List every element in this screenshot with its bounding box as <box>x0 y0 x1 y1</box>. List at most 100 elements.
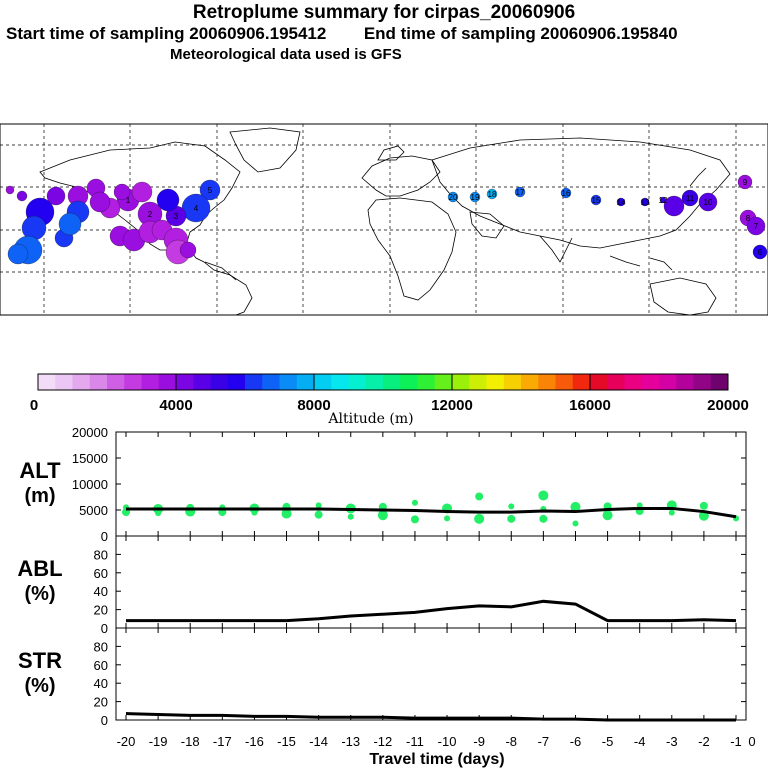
panel-frame <box>115 627 747 721</box>
trajectory-point-label: 13 <box>641 198 650 207</box>
coastline <box>367 197 457 301</box>
colorbar-cell <box>503 374 522 390</box>
colorbar-cell <box>555 374 574 390</box>
y-tick-label: 60 <box>94 566 108 581</box>
trajectory-point-label: 10 <box>704 198 713 207</box>
panel-frame <box>115 535 747 629</box>
trajectory-point-label: 1 <box>126 196 131 205</box>
colorbar-cell <box>434 374 453 390</box>
alt-point <box>377 510 388 521</box>
coastline <box>539 235 573 263</box>
time-series-panels: 05000100001500020000ALT(m)020406080ABL(%… <box>17 425 755 768</box>
panel-ylabel: (%) <box>24 583 55 605</box>
coastline <box>361 155 441 197</box>
trajectory-point-label: 19 <box>471 193 480 202</box>
end-time-label: End time of sampling 20060906.195840 <box>363 24 678 43</box>
trajectory-point-label: 18 <box>488 190 497 199</box>
colorbar-cell <box>279 374 298 390</box>
y-tick-label: 0 <box>101 529 108 544</box>
coastline <box>377 145 405 161</box>
colorbar-cell <box>193 374 211 390</box>
alt-point <box>636 502 643 509</box>
y-tick-label: 80 <box>94 639 108 654</box>
coastline <box>229 127 301 173</box>
colorbar-cell <box>348 374 367 390</box>
colorbar-cell <box>158 374 177 390</box>
trajectory-point <box>58 212 82 236</box>
alt-point <box>539 514 548 523</box>
x-tick-label: -5 <box>602 734 614 749</box>
coastline <box>431 137 731 249</box>
colorbar-cell <box>521 374 539 390</box>
trajectory-point <box>640 197 650 207</box>
alt-mean-line <box>126 506 737 519</box>
alt-point <box>444 515 451 522</box>
x-tick-label: -16 <box>245 734 264 749</box>
trajectory-point <box>486 188 498 200</box>
start-time-label: Start time of sampling 20060906.195412 <box>6 24 327 43</box>
colorbar-cell <box>262 374 280 390</box>
trajectory-point <box>663 195 685 217</box>
trajectory-point-label: 17 <box>516 188 525 197</box>
alt-point <box>410 515 419 524</box>
trajectory-point <box>447 191 459 203</box>
alt-point <box>411 499 418 506</box>
x-axis-label: Travel time (days) <box>369 751 504 768</box>
colorbar-cell <box>659 374 677 390</box>
panel-ylabel: (m) <box>24 485 55 507</box>
trajectory-point-label: 4 <box>194 204 199 213</box>
trajectory-point-label: 16 <box>562 189 571 198</box>
colorbar-cell <box>383 374 401 390</box>
alt-point <box>668 509 675 516</box>
colorbar-cell <box>296 374 315 390</box>
trajectory-point-label: 12 <box>659 196 668 205</box>
trajectory-point <box>131 181 153 203</box>
colorbar-cell <box>55 374 73 390</box>
alt-point <box>572 520 579 527</box>
x-tick-label: -1 <box>730 734 742 749</box>
alt-point <box>602 510 613 521</box>
trajectory-point <box>199 179 221 201</box>
coastline <box>469 211 505 239</box>
y-tick-label: 10000 <box>72 477 108 492</box>
colorbar-cell <box>538 374 556 390</box>
colorbar-cell <box>417 374 436 390</box>
colorbar-cell <box>89 374 108 390</box>
coastline <box>204 261 237 281</box>
x-tick-label: -10 <box>438 734 457 749</box>
x-tick-label: -7 <box>538 734 550 749</box>
x-tick-label: -11 <box>406 734 424 749</box>
trajectory-point <box>5 185 15 195</box>
colorbar-cell <box>331 374 349 390</box>
colorbar-cell <box>245 374 263 390</box>
x-tick-label: -12 <box>373 734 392 749</box>
colorbar-cell <box>72 374 91 390</box>
alt-point <box>281 508 292 519</box>
trajectory-point <box>156 188 180 212</box>
colorbar-cell <box>710 374 729 390</box>
altitude-colorbar: 0 4000 8000 12000 16000 20000 Altitude (m) <box>30 373 749 427</box>
alt-point <box>507 514 516 523</box>
x-tick-label: -20 <box>117 734 136 749</box>
colorbar-cell <box>452 374 470 390</box>
colorbar-cell <box>572 374 591 390</box>
map-frame <box>0 123 768 316</box>
trajectory-point-label: 11 <box>686 194 695 203</box>
trajectory-point-label: 2 <box>148 210 153 219</box>
met-data-label: Meteorological data used is GFS <box>170 46 402 63</box>
alt-point <box>251 509 258 516</box>
y-tick-label: 40 <box>94 676 108 691</box>
panel-ylabel: ALT <box>19 458 61 483</box>
colorbar-cell <box>469 374 487 390</box>
x-tick-label: -8 <box>505 734 517 749</box>
world-map: 20 19 18 17 16 15 14 13 12 11 10 9 87 6 54 3 2 1 <box>0 123 768 316</box>
panel-frame <box>115 431 747 537</box>
chart-title: Retroplume summary for cirpas_20060906 <box>192 2 576 23</box>
coastline <box>609 255 673 271</box>
trajectory-point <box>698 192 718 212</box>
retroplume-points: 20 19 18 17 16 15 14 13 12 11 10 9 87 6 54 3 2 1 <box>5 174 768 265</box>
alt-point <box>538 490 549 501</box>
panel-ylabel: STR <box>18 648 62 673</box>
alt-point <box>155 510 162 517</box>
